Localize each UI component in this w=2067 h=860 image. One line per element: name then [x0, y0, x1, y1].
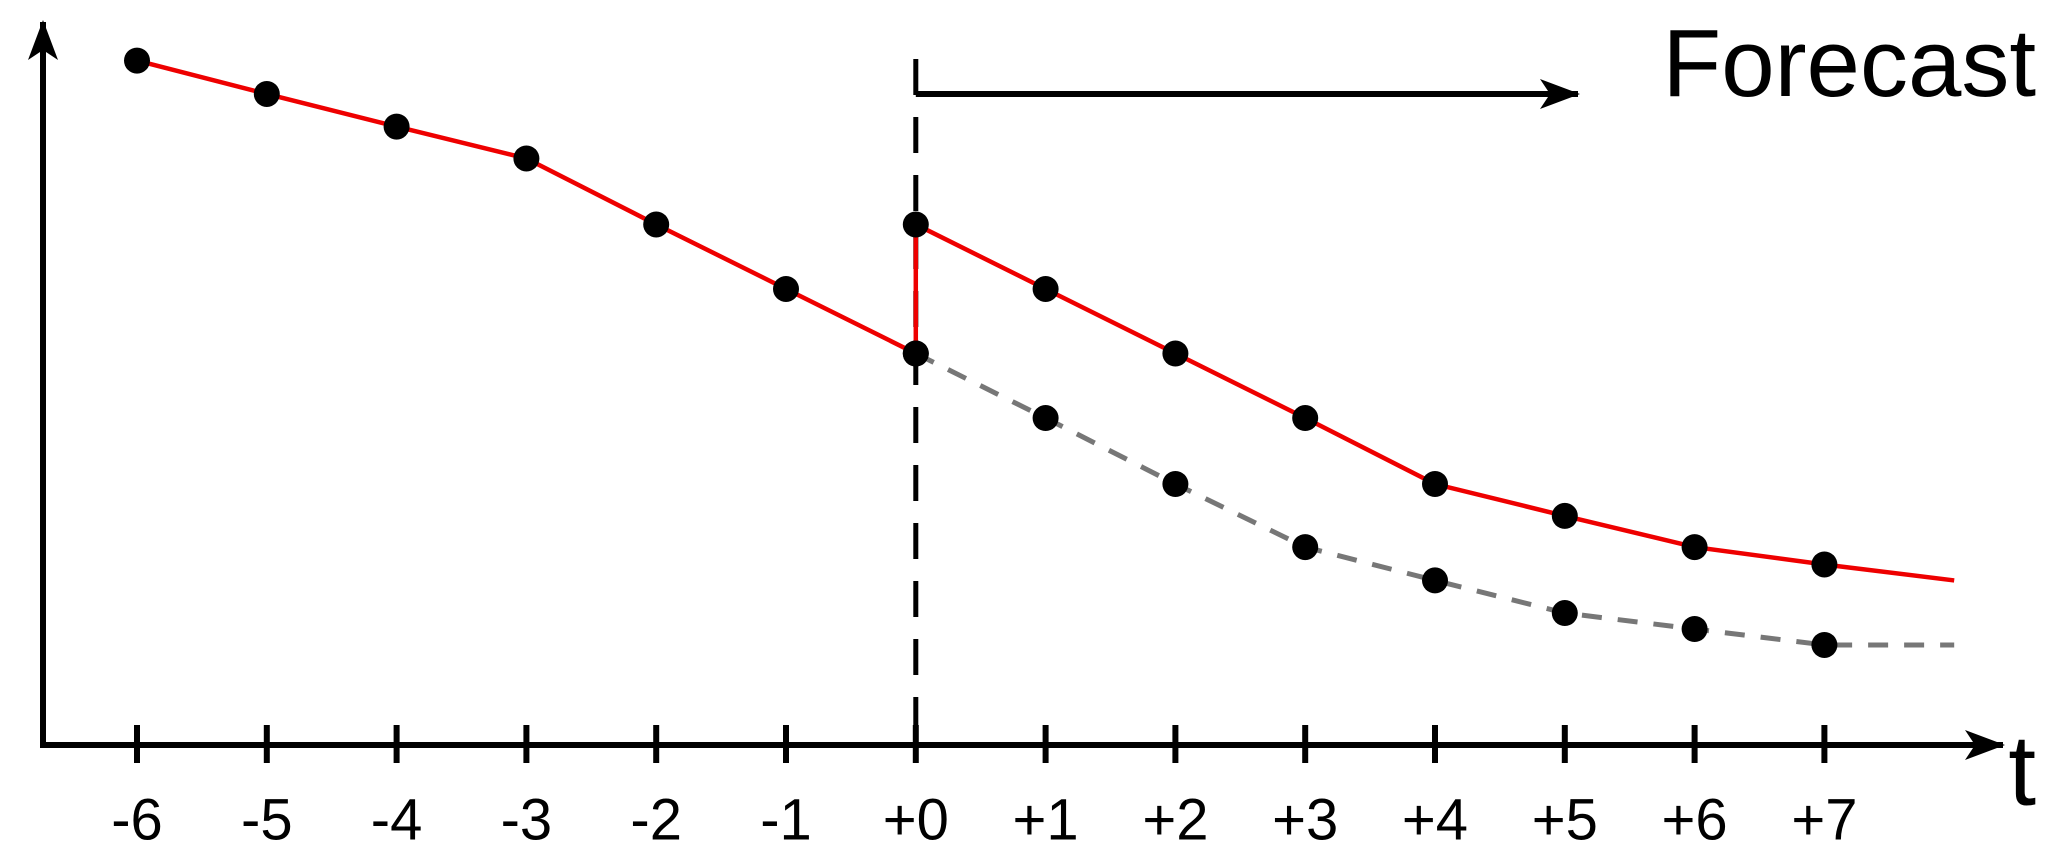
- data-point: [513, 145, 540, 172]
- x-tick-label: -6: [111, 787, 163, 852]
- x-tick-label: +5: [1532, 787, 1598, 852]
- data-point: [1811, 551, 1838, 578]
- data-point: [1032, 405, 1059, 432]
- x-tick-label: +2: [1142, 787, 1208, 852]
- data-point: [1162, 471, 1189, 497]
- data-point: [902, 211, 929, 238]
- data-point: [1162, 340, 1189, 367]
- x-tick-label: +1: [1013, 787, 1079, 852]
- data-point: [902, 340, 929, 367]
- data-point: [1292, 405, 1319, 432]
- x-tick-label: -5: [241, 787, 293, 852]
- data-point: [1681, 616, 1708, 642]
- data-point: [643, 211, 670, 238]
- x-axis-label: t: [2008, 714, 2036, 826]
- series-line: [914, 222, 1955, 583]
- x-tick-label: -4: [371, 787, 423, 852]
- x-tick-label: +3: [1272, 787, 1338, 852]
- x-tick-label: +0: [883, 787, 949, 852]
- x-tick-label: +7: [1791, 787, 1857, 852]
- data-point: [1681, 534, 1708, 561]
- x-tick-label: -3: [501, 787, 553, 852]
- x-tick-label: +4: [1402, 787, 1468, 852]
- data-point: [1422, 567, 1448, 594]
- x-tick-label: -1: [760, 787, 812, 852]
- series-line: [136, 58, 917, 356]
- forecast-label: Forecast: [1663, 10, 2036, 117]
- data-point: [1551, 502, 1578, 529]
- data-point: [1811, 631, 1838, 658]
- series-line: [914, 351, 1955, 648]
- data-point: [1422, 471, 1448, 497]
- data-point: [253, 80, 280, 107]
- data-point: [1032, 275, 1059, 302]
- data-point: [124, 47, 150, 74]
- data-point: [773, 275, 799, 302]
- data-point: [383, 113, 410, 140]
- x-tick-label: -2: [630, 787, 682, 852]
- x-tick-label: +6: [1662, 787, 1728, 852]
- data-point: [1551, 600, 1578, 627]
- data-point: [1292, 534, 1319, 561]
